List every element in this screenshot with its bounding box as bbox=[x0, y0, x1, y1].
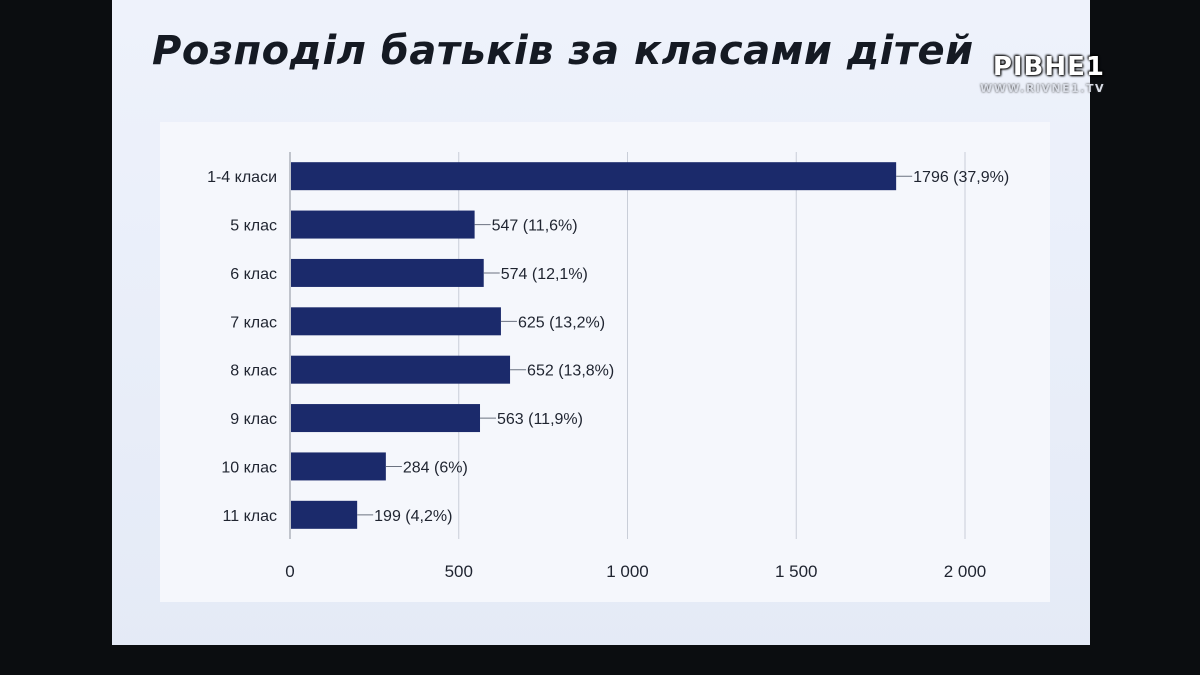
x-tick-label: 1 500 bbox=[775, 562, 818, 581]
bar bbox=[291, 452, 386, 481]
data-label: 547 (11,6%) bbox=[492, 218, 578, 235]
data-label: 574 (12,1%) bbox=[501, 266, 588, 283]
bar-chart: 0 500 1 000 1 500 2 000 1-4 класи 1796 (37,9%)… bbox=[207, 152, 1009, 581]
channel-url: WWW.RIVNE1.TV bbox=[980, 82, 1105, 95]
category-label: 6 клас bbox=[230, 266, 277, 283]
data-label: 652 (13,8%) bbox=[527, 363, 614, 380]
data-label: 199 (4,2%) bbox=[374, 508, 452, 525]
channel-logo: РІВНЕ1 bbox=[992, 52, 1105, 82]
data-label: 625 (13,2%) bbox=[518, 314, 605, 331]
x-tick-label: 500 bbox=[445, 562, 473, 581]
category-label: 9 клас bbox=[230, 411, 277, 428]
category-label: 5 клас bbox=[230, 218, 277, 235]
x-tick-label: 0 bbox=[285, 562, 294, 581]
x-tick-label: 1 000 bbox=[606, 562, 649, 581]
category-label: 11 клас bbox=[223, 508, 277, 525]
category-label: 10 клас bbox=[221, 459, 277, 476]
category-label: 1-4 класи bbox=[207, 169, 277, 186]
bar bbox=[291, 210, 475, 239]
slide-title: Розподіл батьків за класами дітей bbox=[152, 28, 974, 74]
data-label: 1796 (37,9%) bbox=[913, 169, 1009, 186]
bar bbox=[291, 162, 897, 191]
bar bbox=[291, 307, 501, 336]
x-tick-label: 2 000 bbox=[944, 562, 987, 581]
chart-panel: 0 500 1 000 1 500 2 000 1-4 класи 1796 (37,9%)… bbox=[160, 122, 1050, 602]
bar bbox=[291, 258, 484, 287]
category-label: 8 клас bbox=[230, 363, 277, 380]
screen-bottom-edge bbox=[112, 645, 1090, 675]
bar bbox=[291, 355, 511, 384]
category-label: 7 клас bbox=[230, 314, 277, 331]
data-label: 284 (6%) bbox=[403, 459, 468, 476]
channel-watermark: РІВНЕ1 WWW.RIVNE1.TV bbox=[980, 52, 1105, 95]
bar bbox=[291, 500, 358, 529]
data-label: 563 (11,9%) bbox=[497, 411, 583, 428]
bar bbox=[291, 404, 481, 433]
